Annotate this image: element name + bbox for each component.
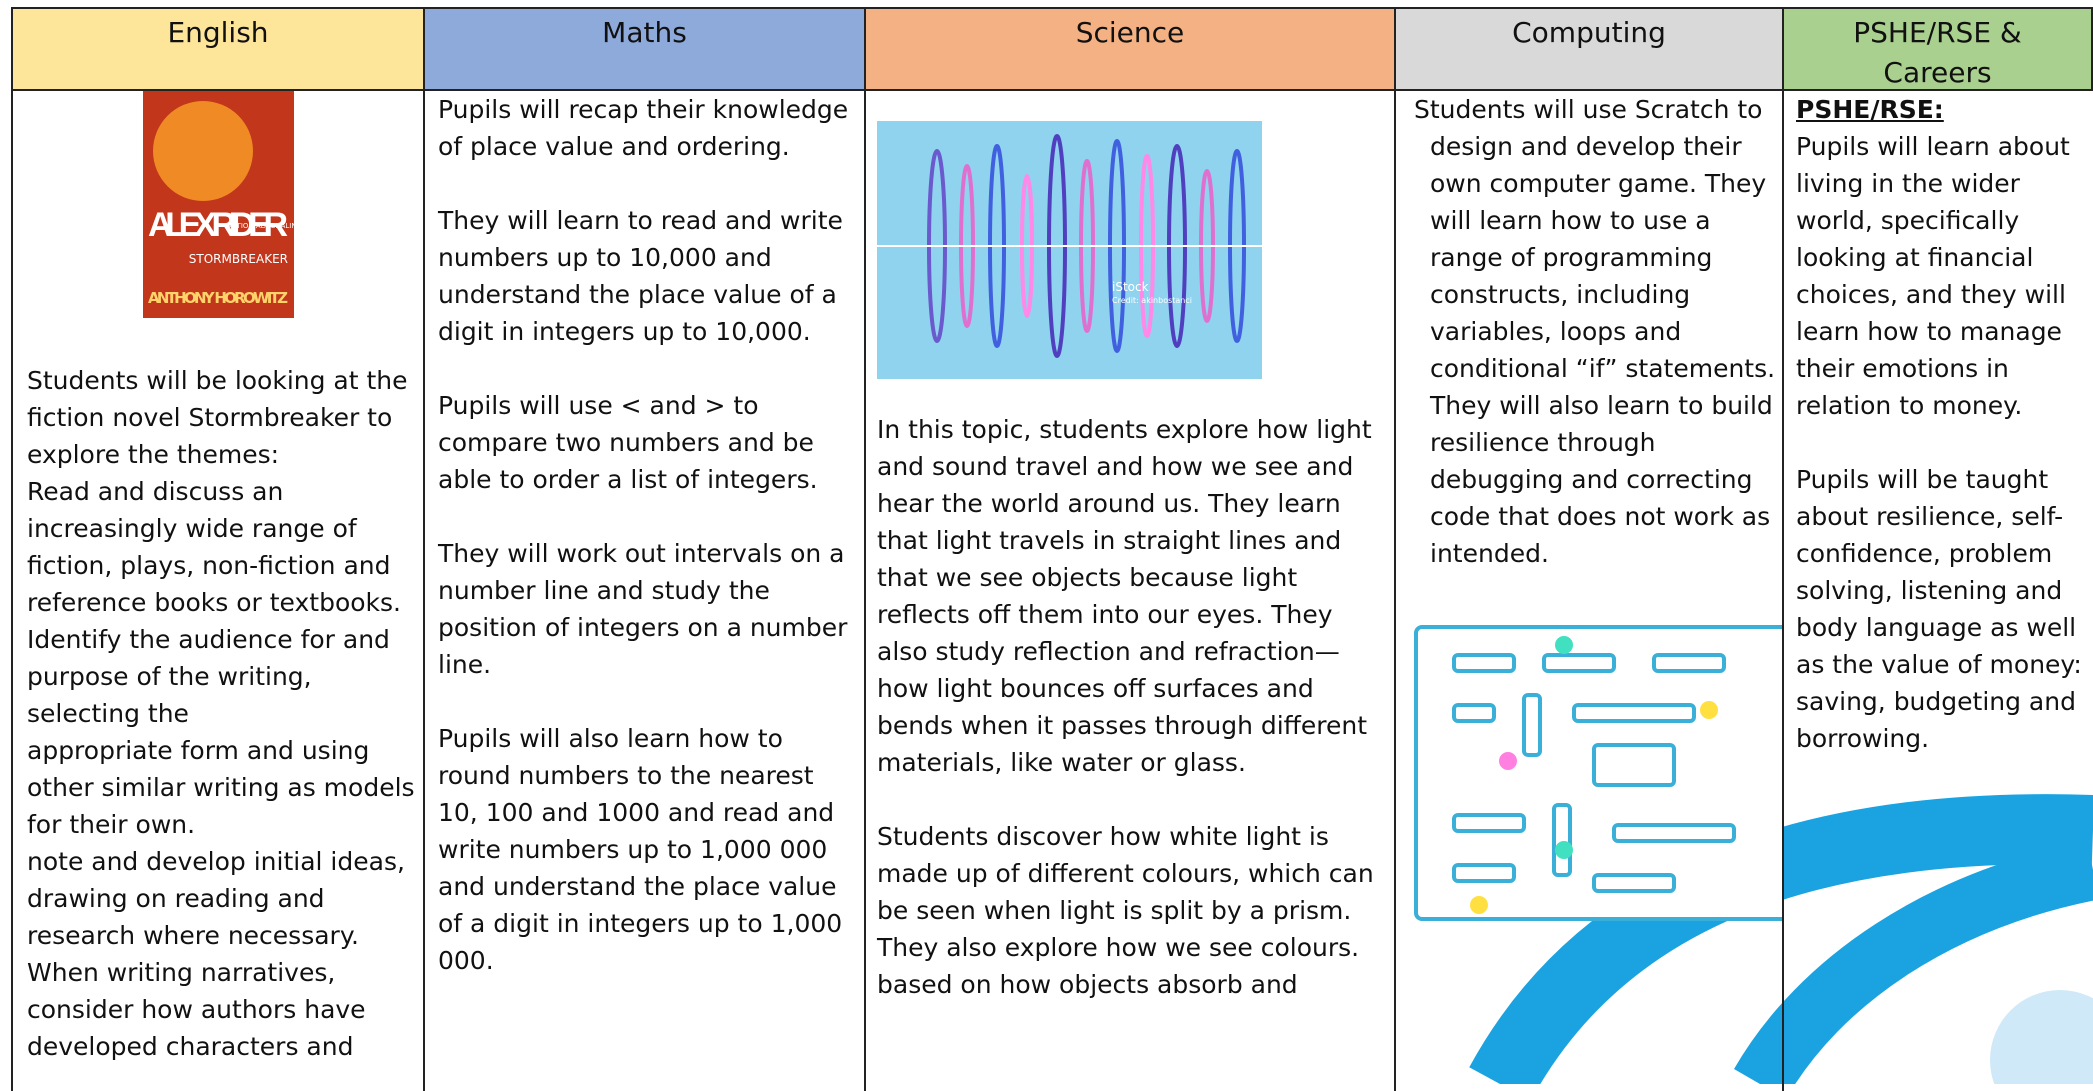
header-cell: English (11, 7, 425, 91)
pacman (1700, 701, 1718, 719)
credit: Credit: akinbostanci (1112, 296, 1192, 305)
swoosh (1734, 840, 2093, 1084)
paragraph: Students will use Scratch to design and … (1414, 95, 1776, 568)
cover-series: ALEX RIDER (148, 206, 288, 244)
pacman (1470, 896, 1488, 914)
pacman (1555, 841, 1573, 859)
science-text: In this topic, students explore how ligh… (877, 411, 1387, 1040)
paragraph: They will learn to read and write number… (438, 206, 843, 346)
paragraph: note and develop initial ideas, drawing … (27, 847, 405, 950)
paragraph: Pupils will use < and > to compare two n… (438, 391, 818, 494)
english-text: Students will be looking at the fiction … (27, 362, 417, 1065)
paragraph: Pupils will also learn how to round numb… (438, 724, 843, 975)
paragraph: Pupils will learn about living in the wi… (1796, 132, 2070, 420)
header-cell: Science (864, 7, 1396, 91)
science-image: iStock Credit: akinbostanci (877, 121, 1262, 379)
computing-text: Students will use Scratch to design and … (1414, 91, 1776, 609)
paragraph: In this topic, students explore how ligh… (877, 415, 1372, 777)
pshe-text: PSHE/RSE: Pupils will learn about living… (1796, 91, 2086, 794)
paragraph: When writing narratives, consider how au… (27, 958, 366, 1061)
paragraph: Pupils will recap their knowledge of pla… (438, 95, 849, 161)
maths-text: Pupils will recap their knowledge of pla… (438, 91, 858, 1016)
pacman (1499, 752, 1517, 770)
paragraph: Students discover how white light is mad… (877, 822, 1374, 999)
maze-image (1414, 625, 1782, 921)
pshe-body: Pupils will learn about living in the wi… (1796, 128, 2086, 757)
cover-art (153, 101, 253, 201)
header-cell: Maths (423, 7, 866, 91)
maze-border (1414, 625, 1782, 921)
header-cell: Computing (1394, 7, 1784, 91)
paragraph: Read and discuss an increasingly wide ra… (27, 477, 401, 617)
paragraph: Students will be looking at the fiction … (27, 366, 408, 469)
header-cell: PSHE/RSE & Careers (1782, 7, 2093, 91)
watermark: iStock (1112, 280, 1149, 294)
cover-title: STORMBREAKER (189, 252, 288, 266)
cover-author: ANTHONY HOROWITZ (148, 289, 288, 307)
logo (1990, 990, 2093, 1084)
book-cover: ACTION ADRENALINE ADVENTURE ALEX RIDER S… (143, 91, 294, 318)
pacman (1555, 636, 1573, 654)
column (1782, 91, 2093, 1091)
paragraph: Identify the audience for and purpose of… (27, 625, 390, 728)
paragraph: Pupils will be taught about resilience, … (1796, 465, 2082, 753)
paragraph: appropriate form and using other similar… (27, 736, 415, 839)
maze-walls (1452, 653, 1736, 893)
cover-tagline: ACTION ADRENALINE ADVENTURE (227, 222, 294, 230)
heading: PSHE/RSE: (1796, 95, 1944, 124)
paragraph: They will work out intervals on a number… (438, 539, 848, 679)
